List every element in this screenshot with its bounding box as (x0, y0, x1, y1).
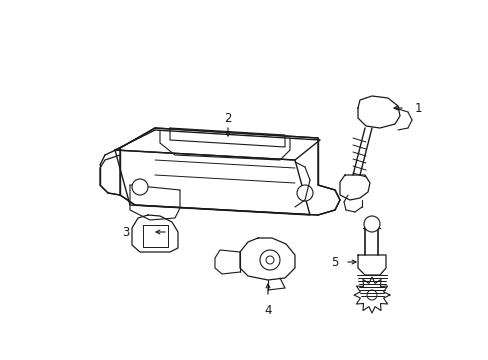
Text: 5: 5 (331, 256, 338, 269)
Polygon shape (215, 250, 240, 274)
Text: 4: 4 (264, 303, 271, 316)
Text: 2: 2 (224, 112, 231, 125)
Polygon shape (115, 150, 309, 215)
Polygon shape (357, 96, 399, 128)
Circle shape (132, 179, 148, 195)
Polygon shape (339, 175, 369, 200)
Text: 1: 1 (413, 102, 421, 114)
Polygon shape (353, 277, 389, 313)
Polygon shape (240, 238, 294, 280)
Polygon shape (160, 130, 289, 160)
Circle shape (296, 185, 312, 201)
Polygon shape (132, 215, 178, 252)
Polygon shape (357, 255, 385, 275)
Circle shape (260, 250, 280, 270)
Polygon shape (115, 130, 319, 160)
Circle shape (363, 216, 379, 232)
Polygon shape (130, 185, 180, 220)
Text: 3: 3 (122, 225, 129, 239)
Polygon shape (120, 128, 317, 215)
